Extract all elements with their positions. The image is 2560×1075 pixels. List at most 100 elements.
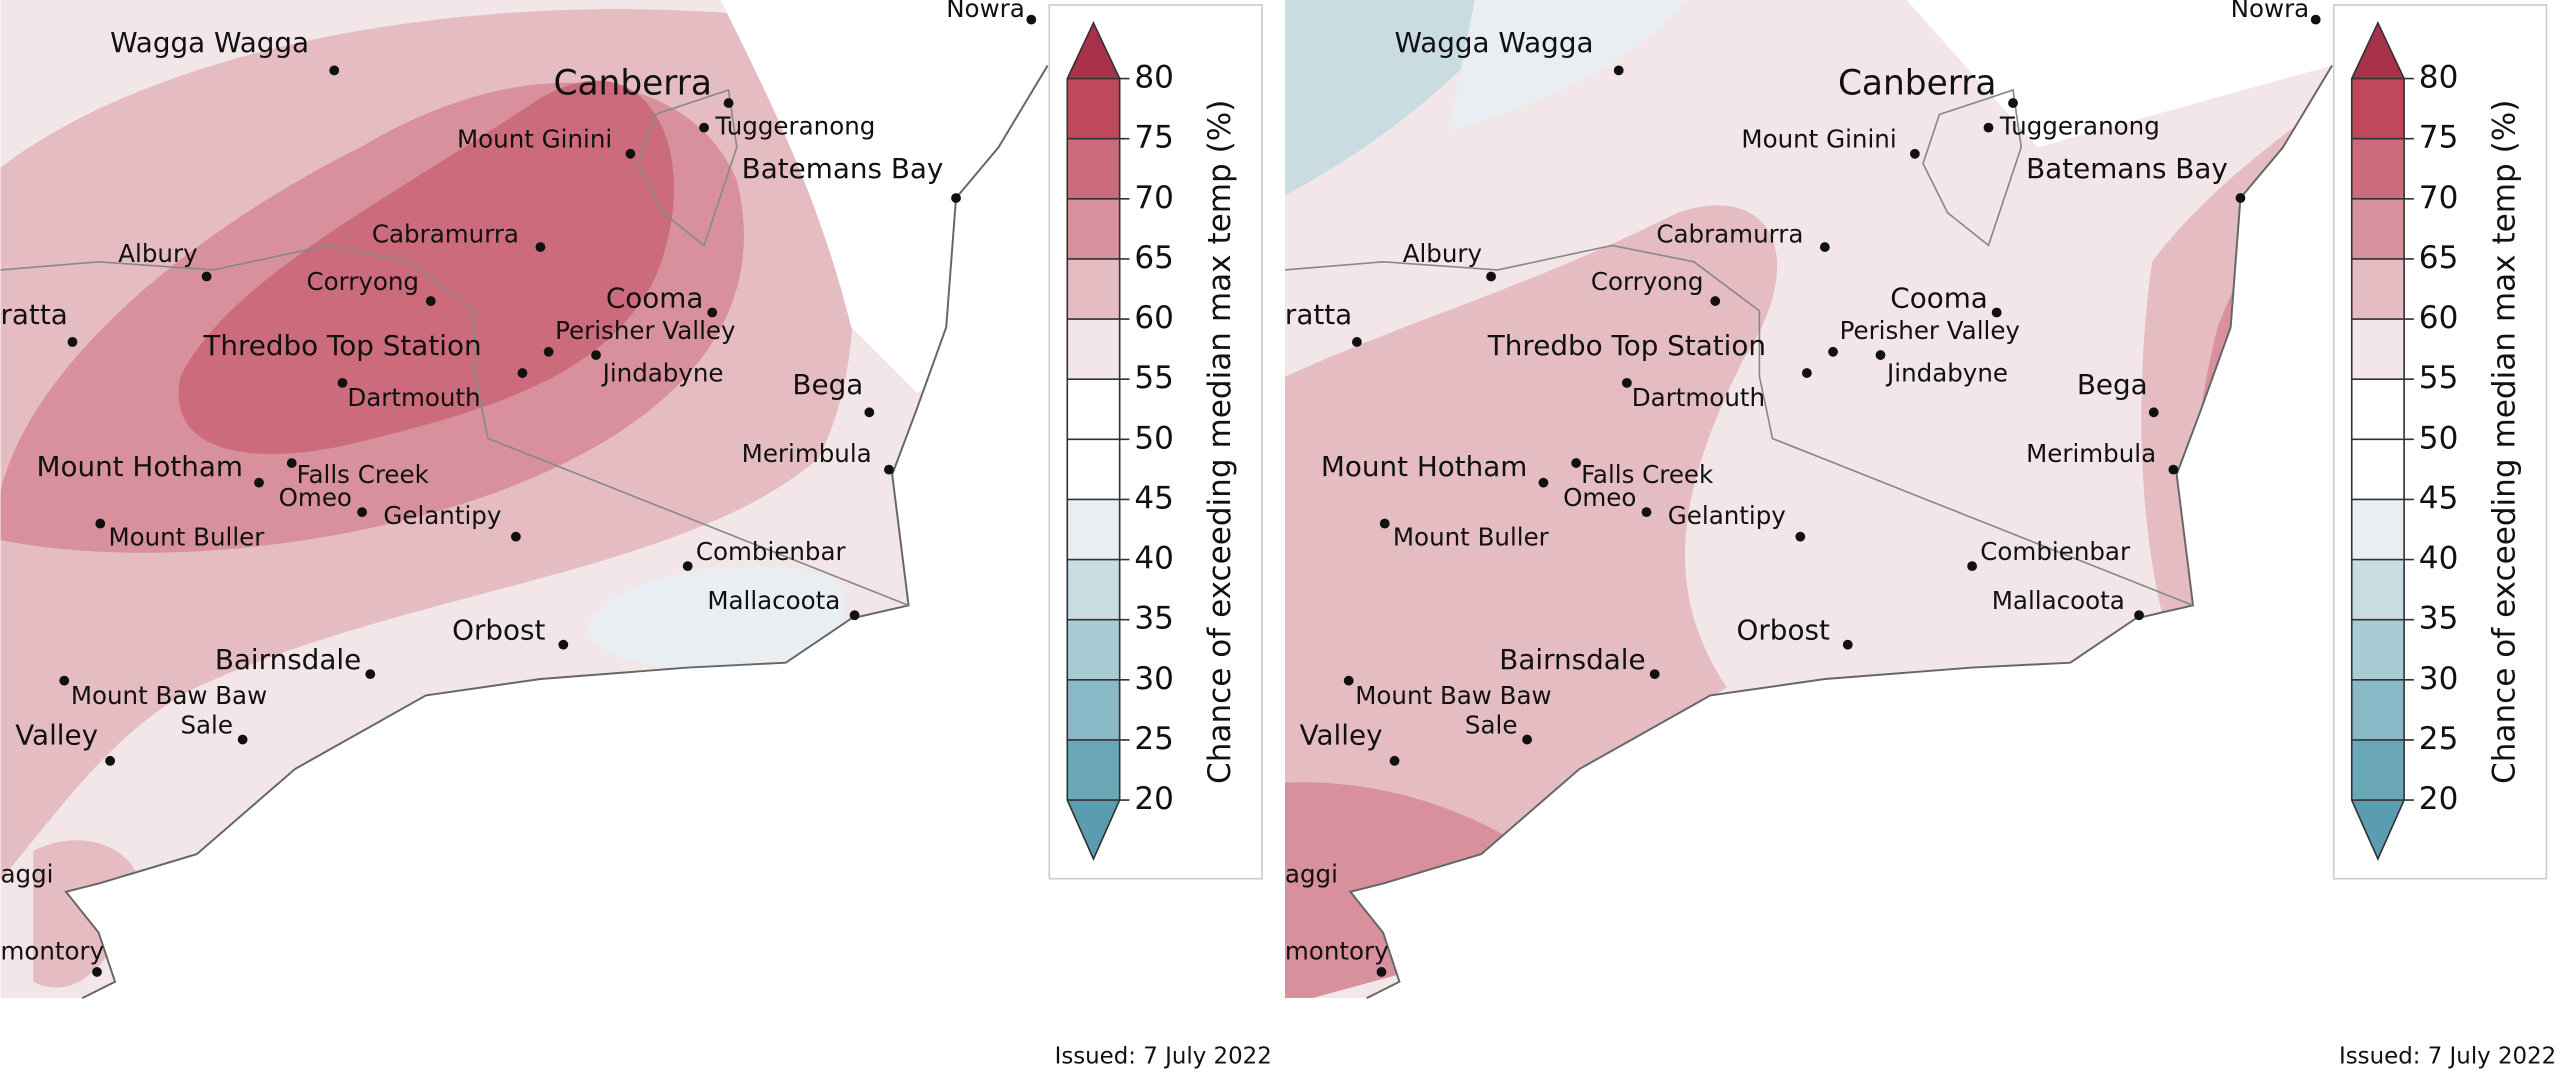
place-label: Mount Buller [108,522,265,551]
place-dot [699,122,709,133]
place-label: aggi [0,859,53,888]
place-label: Cabramurra [372,220,519,249]
place-dot [1801,368,1812,378]
contour-area [1448,0,1711,131]
place-dot [543,346,554,357]
place-dot [1351,337,1362,347]
legend-band [1067,739,1120,801]
legend-tick-label: 40 [1134,541,1174,577]
place-dot [884,464,894,475]
place-dot [951,193,961,203]
place-dot [1522,734,1532,745]
place-dot [517,368,528,378]
place-dot [105,755,116,766]
place-dot [365,669,376,680]
place-label: Valley [15,718,98,751]
place-dot [337,377,348,388]
place-dot [1571,458,1582,468]
place-label: Mount Baw Baw [1355,681,1551,710]
place-label: Sale [180,710,233,739]
contour-area [1284,782,1613,999]
place-dot [2148,407,2159,418]
contour-area [178,80,674,454]
legend-band [1067,319,1120,380]
place-dot [707,307,718,318]
place-dot [67,337,78,347]
legend-tick-label: 55 [1134,360,1174,396]
legend-band [2351,319,2405,380]
issued-date: Issued: 7 July 2022 [1055,1044,1272,1070]
legend-band [1067,379,1120,440]
place-label: Jindabyne [601,359,724,388]
legend-over [1067,22,1120,79]
place-dot [1379,518,1390,529]
legend-tick-label: 80 [1134,60,1174,96]
place-dot [535,242,546,252]
legend-tick-label: 80 [2419,60,2459,96]
place-dot [95,518,106,529]
place-dot [1026,14,1037,25]
legend-tick-label: 55 [2419,360,2459,396]
legend-band [2351,559,2405,620]
place-dot [59,675,70,686]
place-dot [2310,14,2321,25]
place-label: Nowra [2231,0,2310,23]
place-dot [1641,507,1652,518]
place-label: Cooma [606,281,704,314]
place-dot [1710,296,1721,306]
coastline [64,64,1049,999]
legend: 80 75 70 65 60 55 50 45 40 35 30 25 20 Chance of exce… [2332,4,2548,880]
legend-tick-label: 30 [1134,661,1174,697]
place-label: Perisher Valley [1840,316,2020,345]
place-label: montory [1285,936,1389,965]
legend-title: Chance of exceeding median max temp (%) [2487,100,2523,784]
place-label: Mount Hotham [36,450,242,483]
place-dot [329,65,340,76]
legend-band [2351,439,2405,500]
legend-band [1067,78,1120,139]
place-dot [1389,755,1400,766]
legend-tick-label: 60 [2419,300,2459,336]
legend-tick-label: 30 [2419,661,2459,697]
place-label: Cooma [1890,281,1988,314]
place-dot [1828,346,1838,357]
legend-band [1067,439,1120,500]
place-dot [254,477,264,488]
legend-band [2351,679,2405,740]
place-label: Thredbo Top Station [1487,329,1766,362]
legend-under [1067,800,1120,860]
place-dot [864,407,875,418]
issued-date: Issued: 7 July 2022 [2339,1044,2556,1070]
coastline [1348,64,2333,999]
legend-tick-label: 45 [2419,480,2459,516]
place-label: Merimbula [2026,439,2156,468]
legend-band [1067,619,1120,680]
place-dot [1649,669,1660,680]
place-dot [286,458,297,468]
contour-area [1906,0,2333,148]
place-dot [1613,65,1624,76]
place-label: Mount Ginini [1741,125,1896,154]
place-dot [1621,377,1632,388]
legend-band [2351,258,2405,320]
place-dot [425,296,436,306]
place-label: Orbost [1737,614,1830,647]
place-dot [1819,242,1830,252]
place-label: montory [0,936,104,965]
place-label: Bega [792,368,863,401]
place-label: Mallacoota [1992,586,2125,615]
place-label: Canberra [554,64,712,104]
place-label: Cabramurra [1656,220,1803,249]
place-label: Mount Hotham [1321,450,1527,483]
place-label: ratta [1285,298,1352,331]
place-dot [201,271,212,282]
legend-band [2351,379,2405,440]
place-label: Bairnsdale [1499,643,1645,676]
legend-tick-label: 65 [1134,240,1174,276]
place-dot [591,350,601,360]
place-dot [723,98,734,108]
place-label: Mount Baw Baw [71,681,267,710]
